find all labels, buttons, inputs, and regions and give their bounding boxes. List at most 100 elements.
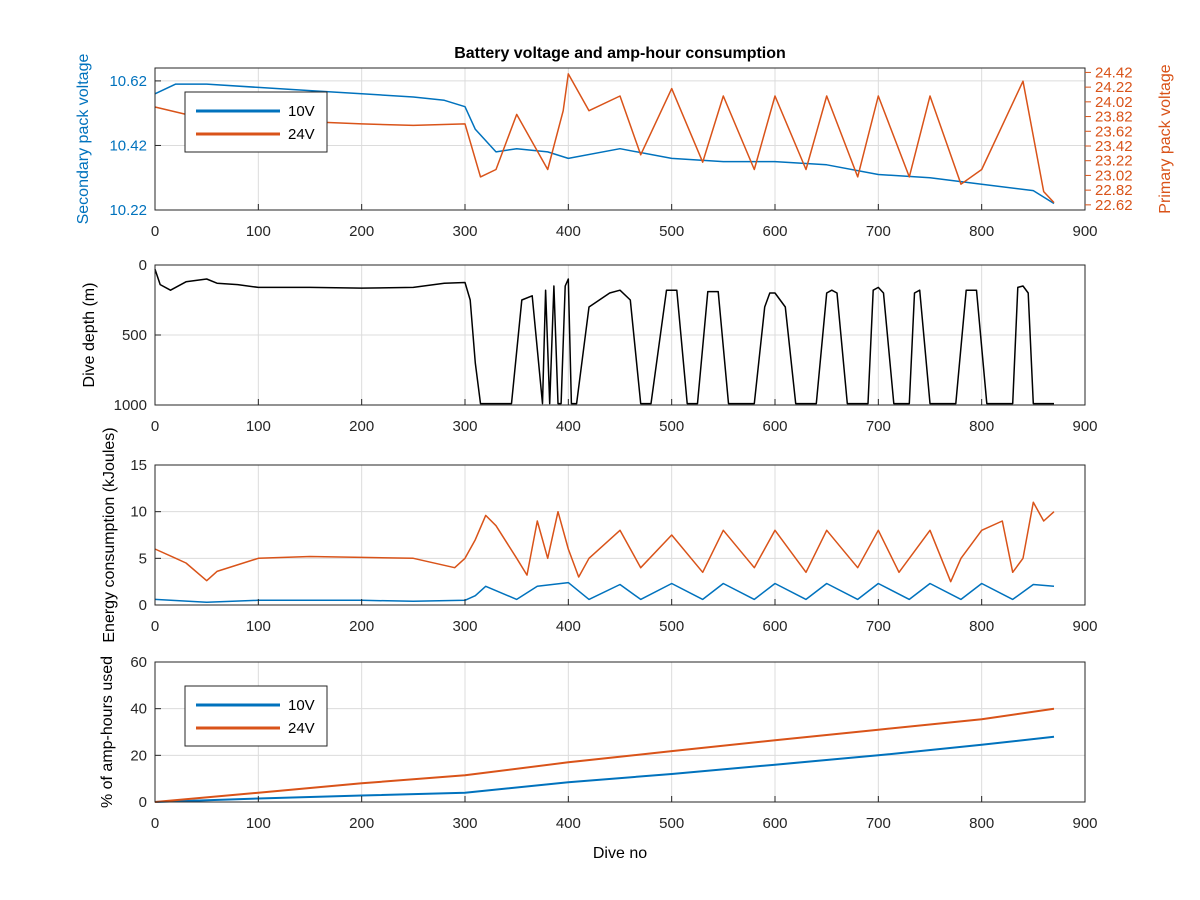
depth-xtick-label: 900 <box>1072 418 1097 435</box>
energy-ytick-label: 0 <box>139 597 147 614</box>
amphours-xtick-label: 900 <box>1072 815 1097 832</box>
voltage-ticks: 0 100 200 300 400 500 600 700 800 900 10.22 10.42 10… <box>109 64 1132 240</box>
depth-ylabel: Dive depth (m) <box>81 283 98 388</box>
voltage-right-ytick-label: 23.62 <box>1095 123 1133 140</box>
amphours-xtick-label: 100 <box>246 815 271 832</box>
energy-axes-box <box>154 464 1086 606</box>
amphours-ytick-label: 60 <box>130 654 147 671</box>
energy-series-10v <box>154 581 1055 603</box>
amphours-xtick-label: 200 <box>349 815 374 832</box>
voltage-ytick-label: 10.22 <box>109 202 147 219</box>
amphours-legend: 10V 24V <box>184 685 328 747</box>
voltage-xtick-label: 600 <box>762 223 787 240</box>
amphours-xtick-label: 300 <box>452 815 477 832</box>
depth-series-line <box>154 268 1054 405</box>
depth-panel: 0 100 200 300 400 500 600 700 800 900 0 500 1000 Div… <box>81 257 1098 435</box>
voltage-xtick-label: 300 <box>452 223 477 240</box>
energy-ylabel: Energy consumption (kJoules) <box>101 427 118 642</box>
energy-xtick-label: 600 <box>762 618 787 635</box>
depth-xtick-label: 100 <box>246 418 271 435</box>
energy-xtick-label: 200 <box>349 618 374 635</box>
energy-ytick-label: 10 <box>130 504 147 521</box>
amphours-ytick-label: 20 <box>130 747 147 764</box>
energy-xtick-label: 300 <box>452 618 477 635</box>
energy-panel: 0 100 200 300 400 500 600 700 800 900 0 5 10 15 Energ… <box>101 427 1098 642</box>
amphours-legend-box <box>184 685 328 747</box>
voltage-right-ytick-label: 24.42 <box>1095 64 1133 81</box>
depth-xtick-label: 400 <box>556 418 581 435</box>
energy-ytick-label: 15 <box>130 457 147 474</box>
voltage-xtick-label: 400 <box>556 223 581 240</box>
amphours-xtick-label: 0 <box>151 815 159 832</box>
depth-lines <box>154 268 1054 405</box>
legend-label-24v: 24V <box>288 720 315 737</box>
voltage-xtick-label: 700 <box>866 223 891 240</box>
amphours-series-24v <box>154 707 1055 803</box>
amphours-ylabel: % of amp-hours used <box>99 656 116 808</box>
amphours-lines <box>154 707 1055 803</box>
voltage-xtick-label: 0 <box>151 223 159 240</box>
energy-plot-area <box>155 465 1085 605</box>
depth-ticks: 0 100 200 300 400 500 600 700 800 900 0 500 1000 <box>114 257 1098 435</box>
energy-xtick-label: 0 <box>151 618 159 635</box>
amphours-ticks: 0 100 200 300 400 500 600 700 800 900 0 20 40 60 <box>130 654 1097 832</box>
depth-ytick-label: 1000 <box>114 397 147 414</box>
amphours-axes-box <box>154 661 1086 803</box>
depth-xtick-label: 0 <box>151 418 159 435</box>
voltage-axes-box <box>154 67 1086 211</box>
amphours-ytick-label: 0 <box>139 794 147 811</box>
voltage-right-ytick-label: 23.22 <box>1095 153 1133 170</box>
depth-ytick-label: 0 <box>139 257 147 274</box>
voltage-ytick-label: 10.42 <box>109 137 147 154</box>
voltage-right-ytick-label: 24.02 <box>1095 94 1133 111</box>
energy-xtick-label: 700 <box>866 618 891 635</box>
amphours-ytick-label: 40 <box>130 701 147 718</box>
voltage-right-ylabel: Primary pack voltage <box>1157 64 1174 213</box>
legend-label-10v: 10V <box>288 697 315 714</box>
legend-label-10v: 10V <box>288 103 315 120</box>
x-axis-label: Dive no <box>593 845 647 862</box>
voltage-xtick-label: 900 <box>1072 223 1097 240</box>
voltage-right-ytick-label: 22.62 <box>1095 197 1133 214</box>
energy-lines <box>154 501 1055 603</box>
voltage-left-ylabel: Secondary pack voltage <box>75 54 92 225</box>
legend-label-24v: 24V <box>288 126 315 143</box>
depth-ytick-label: 500 <box>122 327 147 344</box>
voltage-right-ytick-label: 23.02 <box>1095 167 1133 184</box>
amphours-series-10v <box>154 735 1055 803</box>
depth-xtick-label: 200 <box>349 418 374 435</box>
voltage-lines <box>154 73 1055 205</box>
voltage-xtick-label: 100 <box>246 223 271 240</box>
depth-xtick-label: 300 <box>452 418 477 435</box>
voltage-series-24v <box>154 73 1055 204</box>
amphours-xtick-label: 700 <box>866 815 891 832</box>
voltage-ytick-label: 10.62 <box>109 73 147 90</box>
energy-series-24v <box>154 501 1055 583</box>
depth-xtick-label: 500 <box>659 418 684 435</box>
energy-xtick-label: 100 <box>246 618 271 635</box>
chart-title: Battery voltage and amp-hour consumption <box>454 45 786 62</box>
amphours-panel: 0 100 200 300 400 500 600 700 800 900 0 20 40 60 % of… <box>99 654 1098 862</box>
amphours-xtick-label: 800 <box>969 815 994 832</box>
amphours-xtick-label: 500 <box>659 815 684 832</box>
voltage-right-ytick-label: 23.82 <box>1095 109 1133 126</box>
voltage-legend: 10V 24V <box>184 91 328 153</box>
voltage-panel: 0 100 200 300 400 500 600 700 800 900 10.22 10.42 10… <box>75 54 1174 240</box>
energy-xtick-label: 400 <box>556 618 581 635</box>
voltage-right-ytick-label: 22.82 <box>1095 182 1133 199</box>
voltage-right-ytick-label: 24.22 <box>1095 79 1133 96</box>
energy-xtick-label: 900 <box>1072 618 1097 635</box>
amphours-xtick-label: 600 <box>762 815 787 832</box>
energy-ticks: 0 100 200 300 400 500 600 700 800 900 0 5 10 15 <box>130 457 1097 635</box>
voltage-series-10v <box>154 83 1055 205</box>
voltage-right-ytick-label: 23.42 <box>1095 138 1133 155</box>
depth-xtick-label: 800 <box>969 418 994 435</box>
depth-xtick-label: 600 <box>762 418 787 435</box>
voltage-xtick-label: 800 <box>969 223 994 240</box>
voltage-xtick-label: 500 <box>659 223 684 240</box>
energy-ytick-label: 5 <box>139 550 147 567</box>
voltage-xtick-label: 200 <box>349 223 374 240</box>
voltage-legend-box <box>184 91 328 153</box>
depth-xtick-label: 700 <box>866 418 891 435</box>
